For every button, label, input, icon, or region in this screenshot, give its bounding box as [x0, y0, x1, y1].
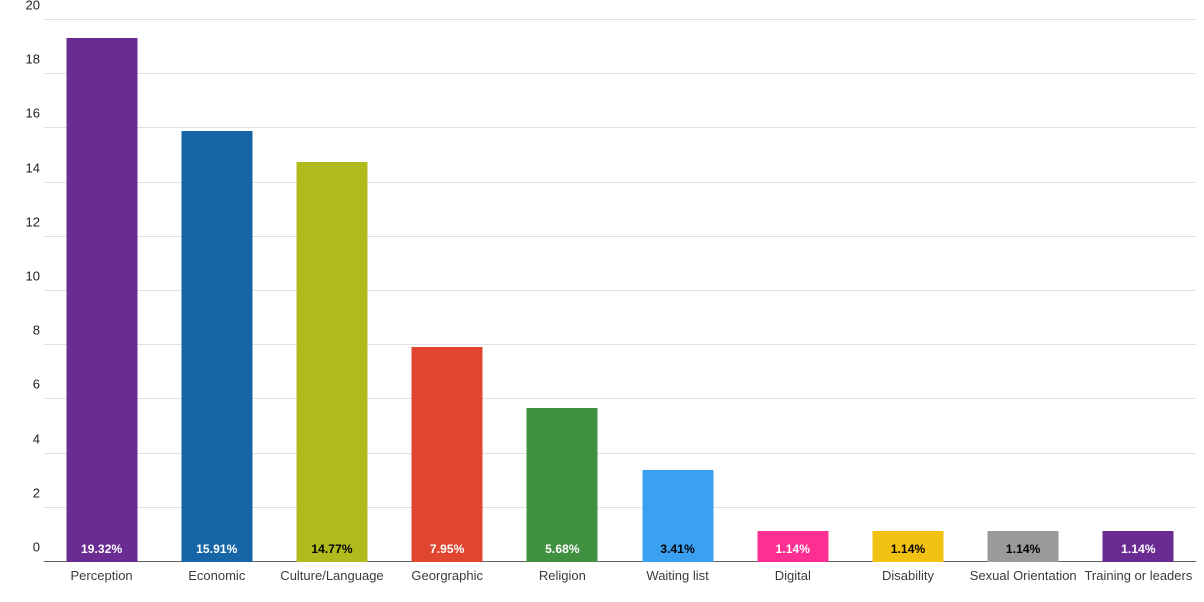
bar-perception: 19.32% — [66, 38, 138, 562]
bar-culture-language: 14.77% — [296, 161, 368, 562]
y-axis-tick-label: 14 — [25, 160, 40, 176]
bar-value-label: 14.77% — [311, 542, 353, 556]
bar-group: 1.14% Training or leaders — [1081, 20, 1196, 583]
x-axis-label: Digital — [774, 568, 811, 583]
bar-value-label: 5.68% — [545, 542, 580, 556]
gridline — [44, 181, 1196, 183]
y-axis-tick-label: 18 — [25, 51, 40, 67]
y-axis-tick-label: 4 — [32, 431, 40, 447]
gridline — [44, 127, 1196, 129]
plot-area: 19.32% Perception 15.91% Economic 14.77% Cult… — [44, 19, 1196, 583]
bar-georgraphic: 7.95% — [411, 346, 483, 562]
x-axis-label: Perception — [70, 568, 133, 583]
bar-group: 15.91% Economic — [159, 20, 274, 583]
x-axis-label: Culture/Language — [280, 568, 384, 583]
x-axis-label: Religion — [538, 568, 586, 583]
bar-group: 1.14% Disability — [850, 20, 965, 583]
bar-group: 3.41% Waiting list — [620, 20, 735, 583]
x-axis-label: Economic — [188, 568, 246, 583]
bar-digital: 1.14% — [757, 531, 829, 562]
y-axis: 0 2 4 6 8 10 12 14 16 18 20 — [0, 0, 40, 562]
bar-group: 14.77% Culture/Language — [274, 20, 389, 583]
gridline — [44, 73, 1196, 75]
y-axis-tick-label: 6 — [32, 376, 40, 392]
bar-religion: 5.68% — [526, 408, 598, 562]
gridline — [44, 290, 1196, 291]
bar-training-or-leaders: 1.14% — [1102, 531, 1174, 562]
y-axis-tick-label: 8 — [32, 322, 40, 338]
x-axis-label: Sexual Orientation — [969, 568, 1077, 583]
y-axis-tick-label: 0 — [32, 539, 40, 555]
x-axis-label: Disability — [881, 568, 934, 583]
gridline — [44, 506, 1196, 508]
x-axis-baseline — [44, 561, 1196, 562]
gridline — [44, 235, 1196, 237]
bar-group: 19.32% Perception — [44, 20, 159, 583]
x-axis-label: Training or leaders — [1084, 568, 1193, 583]
bar-group: 1.14% Sexual Orientation — [966, 20, 1081, 583]
y-axis-tick-label: 12 — [25, 214, 40, 230]
bar-value-label: 7.95% — [429, 542, 465, 556]
y-axis-tick-label: 20 — [25, 0, 40, 13]
bar-value-label: 1.14% — [890, 542, 926, 556]
bar-economic: 15.91% — [181, 130, 253, 562]
x-axis-label: Georgraphic — [411, 568, 483, 583]
x-axis-label: Waiting list — [646, 568, 709, 583]
bar-group: 1.14% Digital — [735, 20, 850, 583]
y-axis-tick-label: 2 — [32, 485, 40, 501]
bar-value-label: 1.14% — [1005, 542, 1041, 556]
bar-sexual-orientation: 1.14% — [987, 531, 1059, 562]
bar-value-label: 1.14% — [1121, 542, 1156, 556]
bar-value-label: 1.14% — [775, 542, 811, 556]
bar-value-label: 19.32% — [80, 542, 123, 556]
bar-waiting-list: 3.41% — [642, 469, 714, 562]
bar-disability: 1.14% — [872, 531, 944, 562]
bar-value-label: 15.91% — [196, 542, 238, 556]
bar-value-label: 3.41% — [660, 542, 695, 556]
y-axis-tick-label: 10 — [25, 268, 40, 284]
gridline — [44, 19, 1196, 20]
gridline — [44, 344, 1196, 346]
gridline — [44, 398, 1196, 400]
y-axis-tick-label: 16 — [25, 105, 40, 121]
bar-group: 7.95% Georgraphic — [390, 20, 505, 583]
gridline — [44, 452, 1196, 454]
bar-group: 5.68% Religion — [505, 20, 620, 583]
